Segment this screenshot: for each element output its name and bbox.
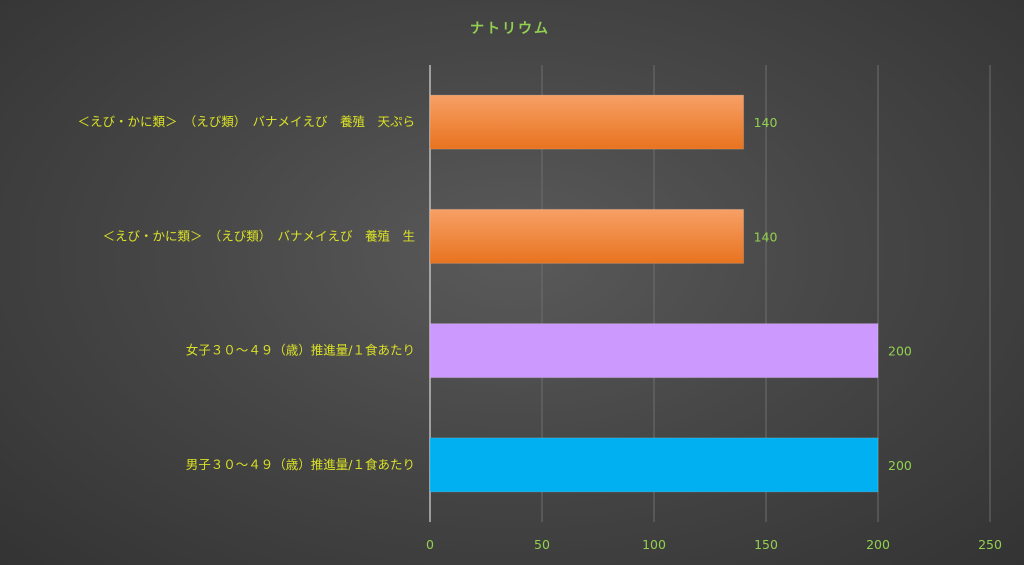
- data-label: 200: [888, 458, 912, 473]
- bar: [429, 94, 745, 150]
- labels: 0 50 100 150 200 250 ＜えび・かに類＞ （えび類） バナメイえび 養殖 …: [77, 114, 1001, 552]
- category-label: ＜えび・かに類＞ （えび類） バナメイえび 養殖 生: [102, 228, 415, 243]
- bars: [429, 94, 879, 493]
- x-tick-label: 50: [534, 537, 550, 552]
- data-label: 140: [754, 115, 778, 130]
- x-tick-label: 250: [978, 537, 1002, 552]
- x-tick-label: 200: [866, 537, 890, 552]
- x-tick-label: 100: [642, 537, 666, 552]
- bar: [429, 437, 879, 493]
- category-label: 男子３０～４９（歳）推進量/１食あたり: [186, 457, 415, 472]
- bar: [429, 208, 745, 264]
- data-label: 200: [888, 344, 912, 359]
- x-tick-label: 0: [426, 537, 434, 552]
- bar: [429, 323, 879, 379]
- x-tick-label: 150: [754, 537, 778, 552]
- data-label: 140: [754, 229, 778, 244]
- category-label: 女子３０～４９（歳）推進量/１食あたり: [186, 343, 415, 358]
- chart-title: ナトリウム: [470, 21, 550, 37]
- category-label: ＜えび・かに類＞ （えび類） バナメイえび 養殖 天ぷら: [77, 114, 415, 129]
